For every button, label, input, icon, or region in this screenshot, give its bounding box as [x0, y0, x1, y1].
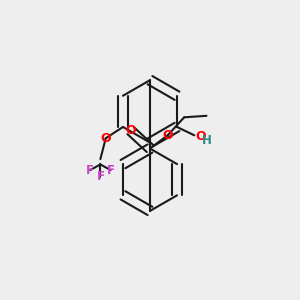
Text: H: H: [201, 134, 211, 146]
Text: O: O: [125, 124, 136, 137]
Text: O: O: [100, 132, 111, 145]
Text: F: F: [106, 164, 115, 177]
Text: O: O: [163, 129, 173, 142]
Text: F: F: [96, 170, 104, 183]
Text: F: F: [86, 164, 94, 177]
Text: O: O: [196, 130, 206, 143]
